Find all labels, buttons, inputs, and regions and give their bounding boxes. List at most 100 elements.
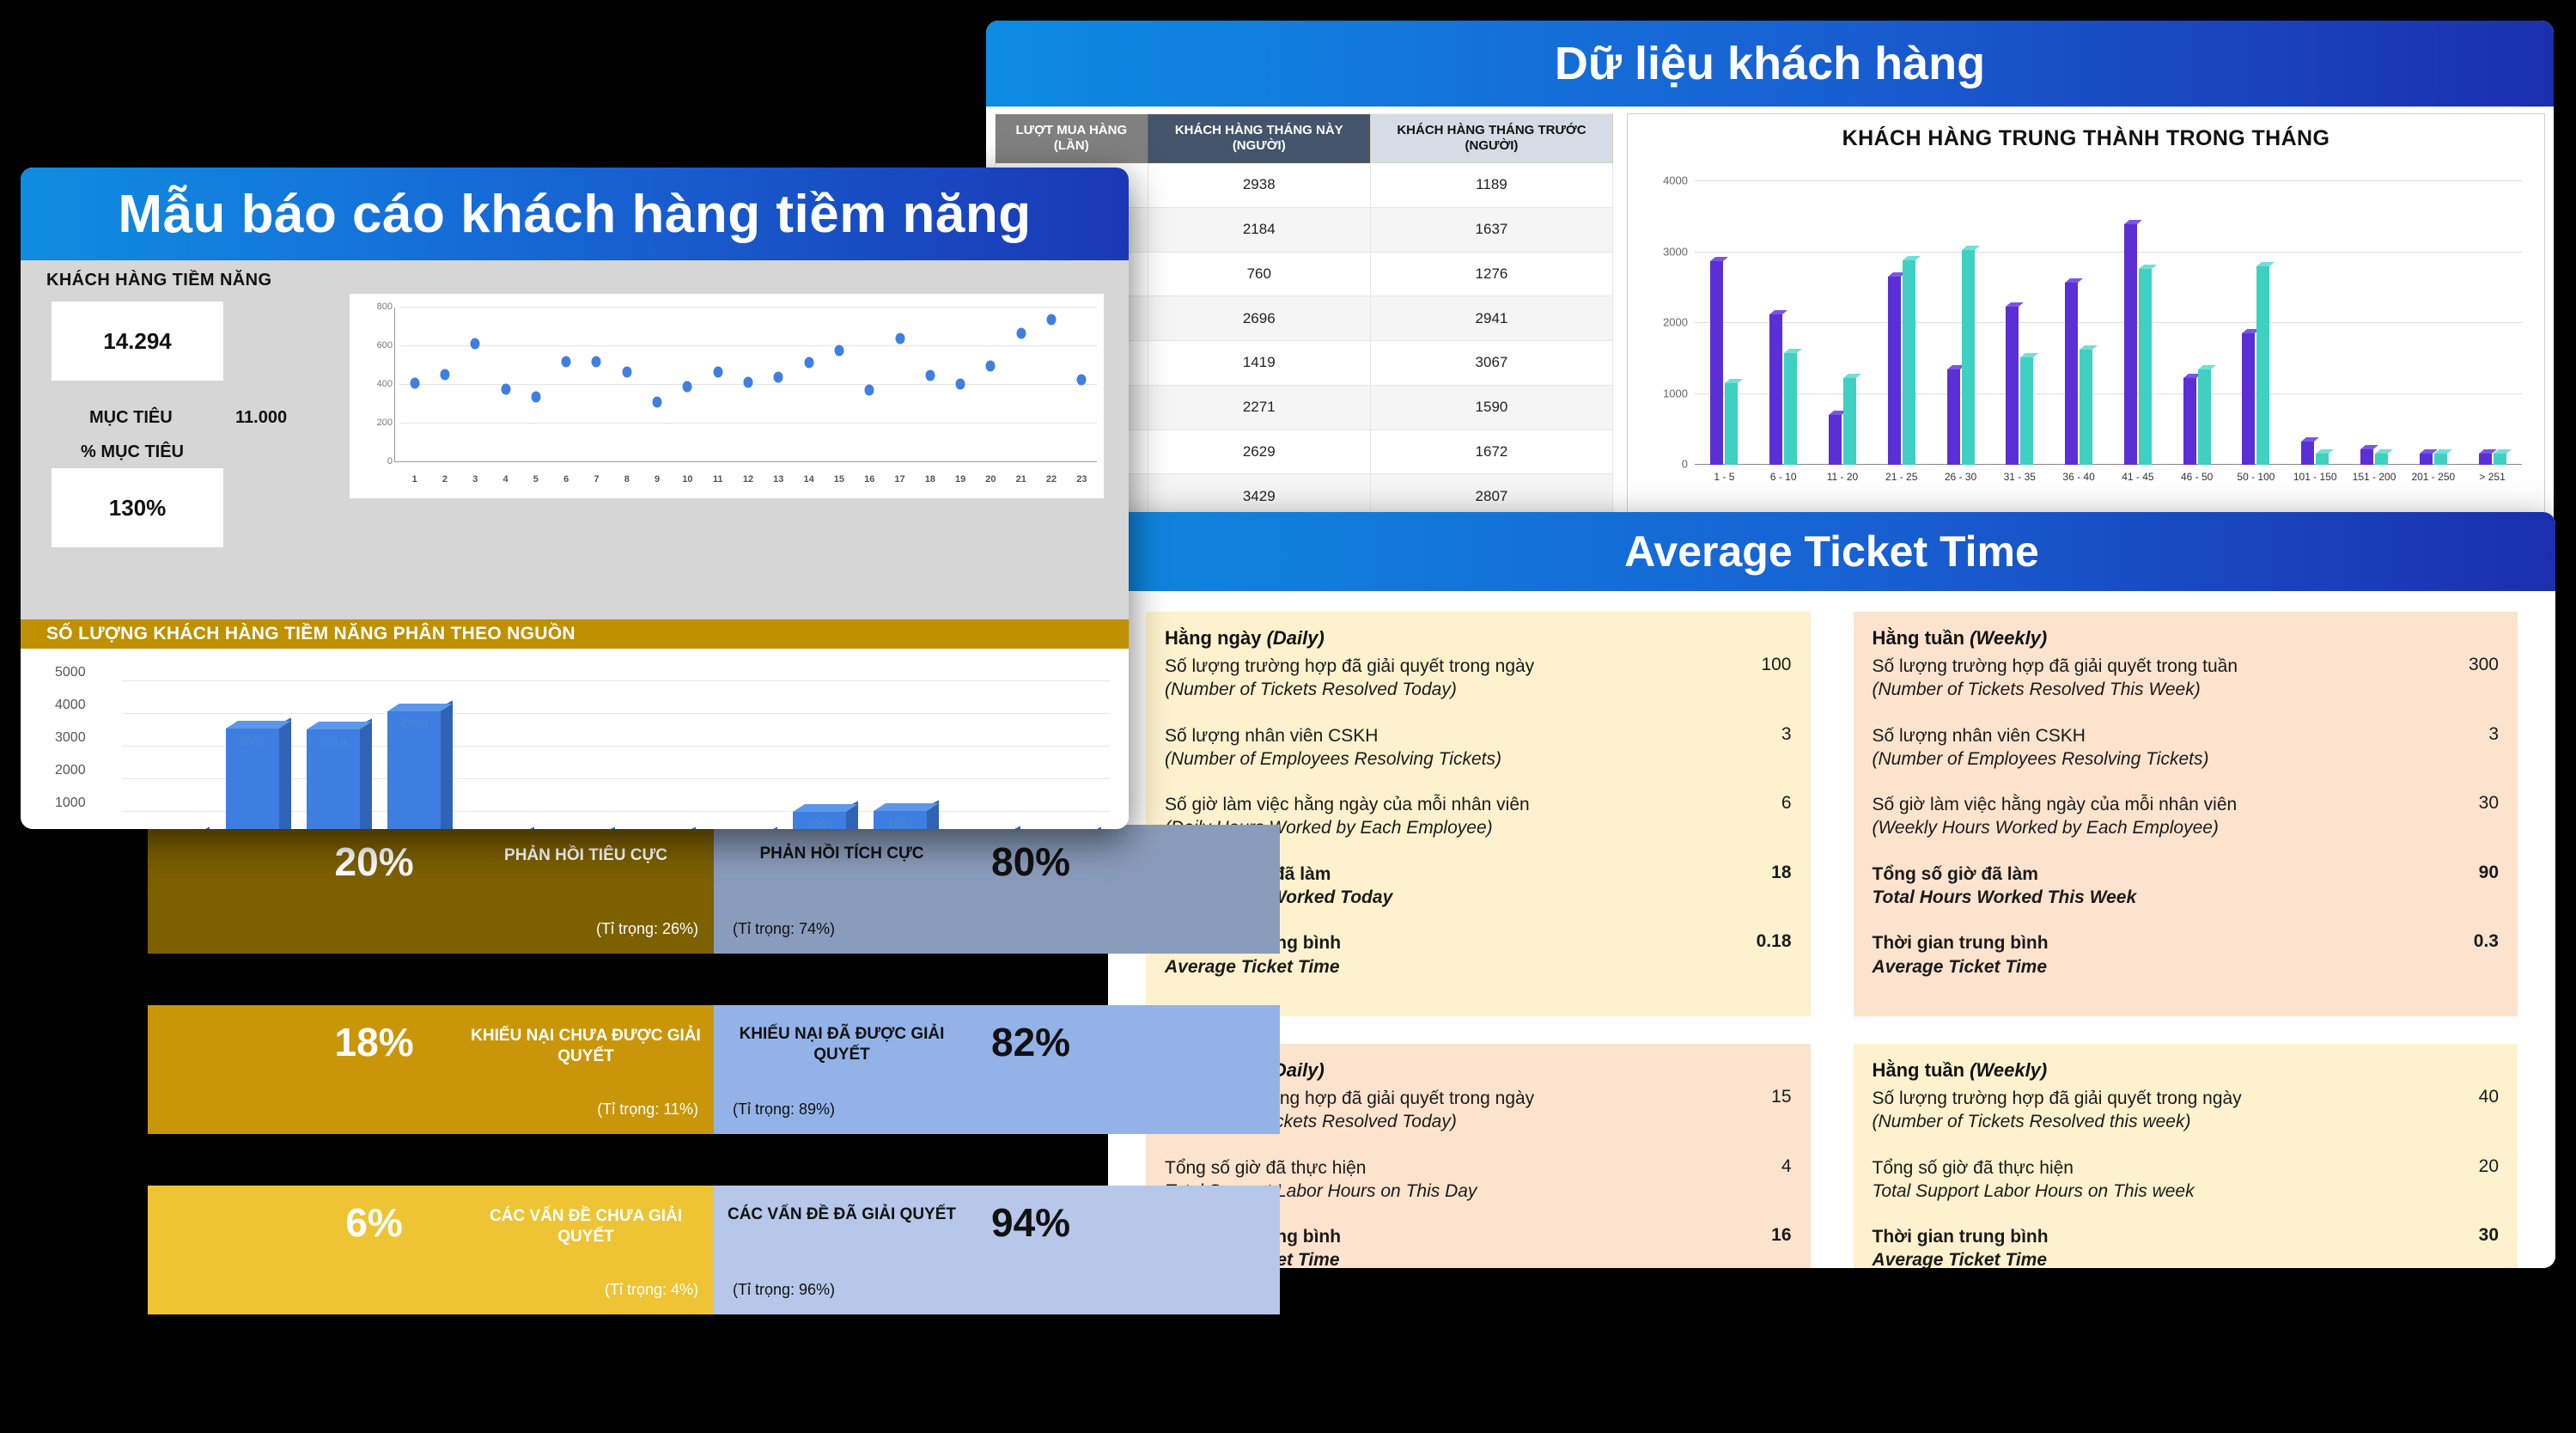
bar-top — [1710, 257, 1729, 262]
bar — [2478, 448, 2497, 465]
metric-row: Tổng số giờ đã làm Total Hours Worked Thi… — [1873, 863, 2500, 910]
metric-value: 3 — [2488, 723, 2499, 744]
ticket-body: Hằng ngày (Daily) Số lượng trường hợp đã … — [1108, 591, 2555, 1268]
table-cell: 1672 — [1369, 429, 1614, 475]
bar-group: 101 - 150 — [2286, 181, 2345, 483]
x-axis-tick: 7 — [594, 474, 600, 485]
bar-side — [1088, 826, 1101, 829]
customer-data-title: Dữ liệu khách hàng — [986, 21, 2554, 107]
x-axis — [1695, 464, 2522, 465]
lead-report-card: Mẫu báo cáo khách hàng tiềm năng KHÁCH H… — [21, 168, 1129, 829]
x-axis-tick: 46 - 50 — [2180, 471, 2214, 483]
metric-row: Số lượng nhân viên CSKH (Number of Employ… — [1873, 724, 2500, 771]
gridline — [122, 778, 1110, 779]
x-axis-tick: 4 — [502, 474, 509, 485]
bar-top — [1961, 246, 1980, 251]
loyalty-chart: KHÁCH HÀNG TRUNG THÀNH TRONG THÁNG 0 1000… — [1627, 113, 2545, 519]
bar-side — [198, 826, 210, 829]
table-col-header: LƯỢT MUA HÀNG (LẦN) — [995, 113, 1148, 163]
y-axis-tick: 3000 — [55, 730, 86, 745]
lead-body: KHÁCH HÀNG TIỀM NĂNG 14.294 MỤC TIÊU 11.… — [21, 260, 1129, 619]
metric-row: Số lượng trường hợp đã giải quyết trong … — [1873, 655, 2500, 702]
bar — [2360, 444, 2378, 465]
bar — [2065, 277, 2084, 465]
feedback-left-label: KHIẾU NẠI CHƯA ĐƯỢC GIẢI QUYẾT — [471, 1027, 701, 1065]
bar-side — [764, 826, 777, 829]
metric-row: Tổng số giờ đã thực hiện Total Support La… — [1873, 1156, 2500, 1204]
x-axis-tick: 17 — [894, 474, 905, 485]
lead-report-title: Mẫu báo cáo khách hàng tiềm năng — [21, 168, 1129, 260]
bar-value-label: 1005 — [806, 816, 833, 829]
feedback-left-label: CÁC VẤN ĐỀ CHƯA GIẢI QUYẾT — [489, 1207, 683, 1246]
scatter-point — [652, 396, 662, 408]
bar-column: 3562GỌI ĐIỆN CHÀO HÀNG — [221, 717, 291, 829]
bar — [2138, 265, 2157, 465]
x-axis-tick: 31 - 35 — [2003, 471, 2036, 483]
x-axis-tick: 2 — [442, 474, 448, 485]
metric-label: Số lượng trường hợp đã giải quyết trong … — [1165, 656, 1535, 700]
table-col-header: KHÁCH HÀNG THÁNG TRƯỚC (NGƯỜI) — [1369, 113, 1614, 163]
x-axis-tick: > 251 — [2479, 471, 2506, 483]
scatter-point — [1046, 314, 1057, 326]
feedback-row: 18% KHIẾU NẠI CHƯA ĐƯỢC GIẢI QUYẾT (Tỉ trọ… — [148, 1005, 1280, 1134]
bar — [2375, 448, 2393, 465]
bar — [306, 718, 372, 829]
x-axis-tick: 11 — [712, 474, 723, 485]
metric-value: 16 — [1771, 1225, 1792, 1246]
scatter-point — [864, 384, 874, 396]
bar — [225, 717, 291, 829]
bar — [1946, 365, 1965, 465]
x-axis-tick: 50 - 100 — [2237, 471, 2275, 483]
metric-value: 20 — [2478, 1156, 2499, 1176]
bar — [2316, 448, 2335, 465]
y-axis-tick: 4000 — [55, 698, 86, 712]
gridline: 600 — [377, 340, 1097, 351]
y-axis-tick: 0 — [1681, 457, 1688, 471]
bar — [1887, 271, 1906, 465]
bar-group: > 251 — [2463, 181, 2522, 483]
y-axis — [394, 308, 395, 462]
bar — [1902, 255, 1921, 465]
feedback-right-label: CÁC VẤN ĐỀ ĐÃ GIẢI QUYẾT — [727, 1205, 957, 1223]
bar-top — [2316, 448, 2335, 454]
bar-top — [1769, 310, 1788, 315]
table-cell: 1637 — [1369, 206, 1614, 253]
table-cell: 2184 — [1147, 206, 1371, 253]
x-axis-tick: 1 — [411, 474, 417, 485]
bar — [1961, 246, 1980, 465]
metric-label: Số lượng trường hợp đã giải quyết trong … — [1872, 656, 2238, 700]
feedback-left-weight: (Tỉ trọng: 11%) — [597, 1101, 698, 1118]
y-axis-tick: 4000 — [1663, 174, 1688, 187]
bar-top — [2360, 444, 2378, 449]
feedback-right-weight: (Tỉ trọng: 96%) — [733, 1281, 836, 1298]
feedback-left-percent: 6% — [345, 1200, 403, 1245]
lead-section-label: KHÁCH HÀNG TIỀM NĂNG — [46, 271, 272, 290]
gridline — [122, 680, 1110, 681]
scatter-point — [925, 369, 935, 381]
ticket-col-right: Hằng tuần (Weekly) Số lượng trường hợp đã… — [1853, 612, 2518, 1268]
metric-label: Tổng số giờ đã thực hiện Total Support La… — [1872, 1157, 2195, 1201]
bar-side — [521, 826, 534, 829]
metric-row: Số lượng nhân viên CSKH (Number of Employ… — [1165, 724, 1792, 771]
feedback-right-weight: (Tỉ trọng: 74%) — [733, 920, 836, 937]
x-axis-tick: 11 - 20 — [1826, 471, 1859, 483]
bar-group: 201 - 250 — [2403, 181, 2463, 483]
bar-top — [1902, 255, 1921, 260]
feedback-right-percent: 80% — [990, 839, 1071, 884]
y-axis-tick: 600 — [376, 340, 393, 351]
feedback-row: 20% PHẢN HỒI TIÊU CỰC (Tỉ trọng: 26%) PHẢN … — [148, 825, 1280, 954]
feedback-left-weight: (Tỉ trọng: 26%) — [595, 920, 698, 937]
table-header-row: LƯỢT MUA HÀNG (LẦN) KHÁCH HÀNG THÁNG NÀY … — [995, 113, 1614, 163]
panel-weekly-support: Hằng tuần (Weekly) Số lượng trường hợp đã… — [1853, 1043, 2518, 1268]
panel-heading: Hằng tuần (Weekly) — [1872, 1058, 2048, 1081]
scatter-point — [834, 345, 844, 357]
feedback-left-percent: 18% — [334, 1020, 414, 1064]
bar-top — [2138, 265, 2157, 270]
bar-group: 46 - 50 — [2167, 181, 2226, 483]
x-axis-tick: 9 — [655, 474, 661, 485]
x-axis-tick: 151 - 200 — [2352, 471, 2396, 483]
x-axis-tick: 3 — [472, 474, 478, 485]
x-axis-tick: 6 - 10 — [1769, 471, 1797, 483]
table-cell: 2807 — [1369, 473, 1614, 519]
